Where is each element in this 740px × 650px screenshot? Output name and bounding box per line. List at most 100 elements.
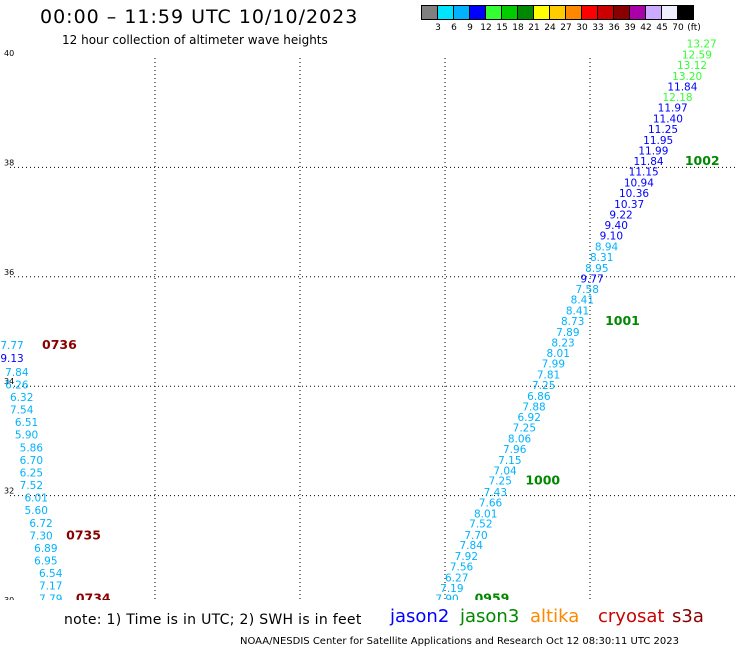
- wave-height-label: 7.43: [484, 487, 507, 499]
- wave-height-label: 7.96: [503, 444, 527, 456]
- wave-height-label: 7.81: [537, 370, 560, 382]
- wave-height-label: 6.70: [20, 455, 43, 467]
- wave-height-label: 6.86: [527, 391, 551, 403]
- wave-height-label: 7.52: [469, 518, 492, 530]
- pass-time-label: 0959: [475, 590, 510, 600]
- wave-height-label: 7.19: [440, 583, 463, 595]
- wave-height-label: 9.40: [605, 220, 628, 232]
- wave-height-label: 8.95: [585, 263, 608, 275]
- wave-height-label: 8.73: [561, 316, 584, 328]
- wave-height-plot: -150-147-144-141-138-1353032343638407.79…: [0, 39, 735, 600]
- wave-height-label: 8.01: [547, 348, 570, 360]
- wave-height-label: 6.01: [25, 493, 48, 505]
- pass-time-label: 0734: [76, 590, 111, 600]
- wave-height-label: 7.70: [464, 530, 487, 542]
- y-tick-label: 38: [4, 158, 14, 167]
- legend-label: 6: [451, 23, 457, 33]
- wave-height-label: 11.40: [653, 114, 683, 126]
- legend-label: 33: [592, 23, 604, 33]
- wave-height-label: 8.06: [508, 434, 532, 446]
- legend-label: 18: [512, 23, 524, 33]
- pass-time-label: 1001: [605, 313, 640, 328]
- wave-height-label: 7.89: [556, 327, 579, 339]
- legend-label: 27: [560, 23, 572, 33]
- wave-height-label: 8.31: [590, 252, 613, 264]
- legend-label: 36: [608, 23, 620, 33]
- wave-height-label: 8.01: [474, 508, 497, 520]
- legend-label: 21: [528, 23, 540, 33]
- wave-height-label: 6.26: [5, 379, 29, 391]
- wave-height-label: 7.99: [542, 359, 565, 371]
- wave-height-label: 9.77: [580, 273, 603, 285]
- wave-height-label: 7.84: [5, 367, 29, 379]
- wave-height-label: 6.72: [29, 518, 52, 530]
- wave-height-label: 7.15: [498, 455, 521, 467]
- legend-label: 12: [480, 23, 492, 33]
- wave-height-label: 7.56: [450, 562, 474, 574]
- satellite-s3a-label: s3a: [672, 606, 704, 627]
- wave-height-label: 6.32: [10, 392, 33, 404]
- wave-height-label: 6.25: [20, 467, 43, 479]
- pass-time-label: 1002: [685, 153, 720, 168]
- color-scale-legend: [421, 5, 694, 20]
- legend-swatch: [677, 5, 694, 20]
- wave-height-label: 11.15: [629, 167, 659, 179]
- wave-height-label: 9.10: [600, 231, 623, 243]
- wave-height-label: 6.89: [34, 543, 57, 555]
- wave-height-label: 8.41: [571, 295, 594, 307]
- wave-height-label: 7.17: [39, 581, 62, 593]
- legend-label: 9: [467, 23, 473, 33]
- wave-height-label: 6.92: [518, 412, 541, 424]
- wave-height-label: 5.90: [15, 430, 38, 442]
- wave-height-label: 11.95: [643, 135, 673, 147]
- page-title: 00:00 – 11:59 UTC 10/10/2023: [40, 6, 359, 28]
- wave-height-label: 7.25: [513, 423, 536, 435]
- legend-label: 3: [435, 23, 441, 33]
- wave-height-label: 11.97: [658, 103, 688, 115]
- legend-label: 15: [496, 23, 508, 33]
- legend-label: 30: [576, 23, 588, 33]
- footer-note: note: 1) Time is in UTC; 2) SWH is in fe…: [64, 612, 362, 628]
- wave-height-label: 7.58: [576, 284, 599, 296]
- y-tick-label: 32: [4, 487, 14, 496]
- wave-height-label: 5.60: [25, 505, 48, 517]
- wave-height-label: 7.52: [20, 480, 43, 492]
- page-subtitle: 12 hour collection of altimeter wave hei…: [62, 33, 328, 47]
- legend-label: (ft): [687, 23, 701, 33]
- wave-height-label: 11.25: [648, 124, 678, 136]
- wave-height-label: 5.86: [20, 442, 44, 454]
- wave-height-label: 7.92: [455, 551, 478, 563]
- y-tick-label: 30: [4, 596, 14, 600]
- wave-height-label: 10.37: [614, 199, 644, 211]
- wave-height-label: 11.99: [638, 145, 668, 157]
- wave-height-label: 9.22: [609, 209, 632, 221]
- footer-credit: NOAA/NESDIS Center for Satellite Applica…: [240, 636, 679, 647]
- wave-height-label: 11.84: [667, 81, 697, 93]
- wave-height-label: 6.54: [39, 568, 63, 580]
- wave-height-label: 6.95: [34, 556, 57, 568]
- satellite-jason2-label: jason2: [390, 606, 450, 627]
- wave-height-label: 12.59: [682, 50, 712, 62]
- satellite-altika-label: altika: [530, 606, 580, 627]
- wave-height-label: 7.54: [10, 405, 34, 417]
- wave-height-label: 6.51: [15, 417, 38, 429]
- pass-time-label: 0736: [42, 337, 77, 352]
- wave-height-label: 7.90: [435, 593, 458, 600]
- wave-height-label: 7.79: [39, 593, 62, 600]
- satellite-cryosat-label: cryosat: [598, 606, 665, 627]
- y-tick-label: 34: [4, 377, 14, 386]
- wave-height-label: 9.13: [0, 353, 23, 365]
- wave-height-label: 8.94: [595, 242, 619, 254]
- wave-height-label: 6.27: [445, 572, 468, 584]
- y-tick-label: 36: [4, 268, 14, 277]
- wave-height-label: 13.12: [677, 60, 707, 72]
- wave-height-label: 7.66: [479, 498, 503, 510]
- wave-height-label: 7.77: [0, 340, 23, 352]
- wave-height-label: 13.20: [672, 71, 702, 83]
- wave-height-label: 8.23: [551, 337, 574, 349]
- pass-time-label: 1000: [525, 473, 560, 488]
- wave-height-label: 10.94: [624, 178, 654, 190]
- wave-height-label: 11.84: [634, 156, 664, 168]
- legend-label: 24: [544, 23, 556, 33]
- wave-height-label: 8.41: [566, 306, 589, 318]
